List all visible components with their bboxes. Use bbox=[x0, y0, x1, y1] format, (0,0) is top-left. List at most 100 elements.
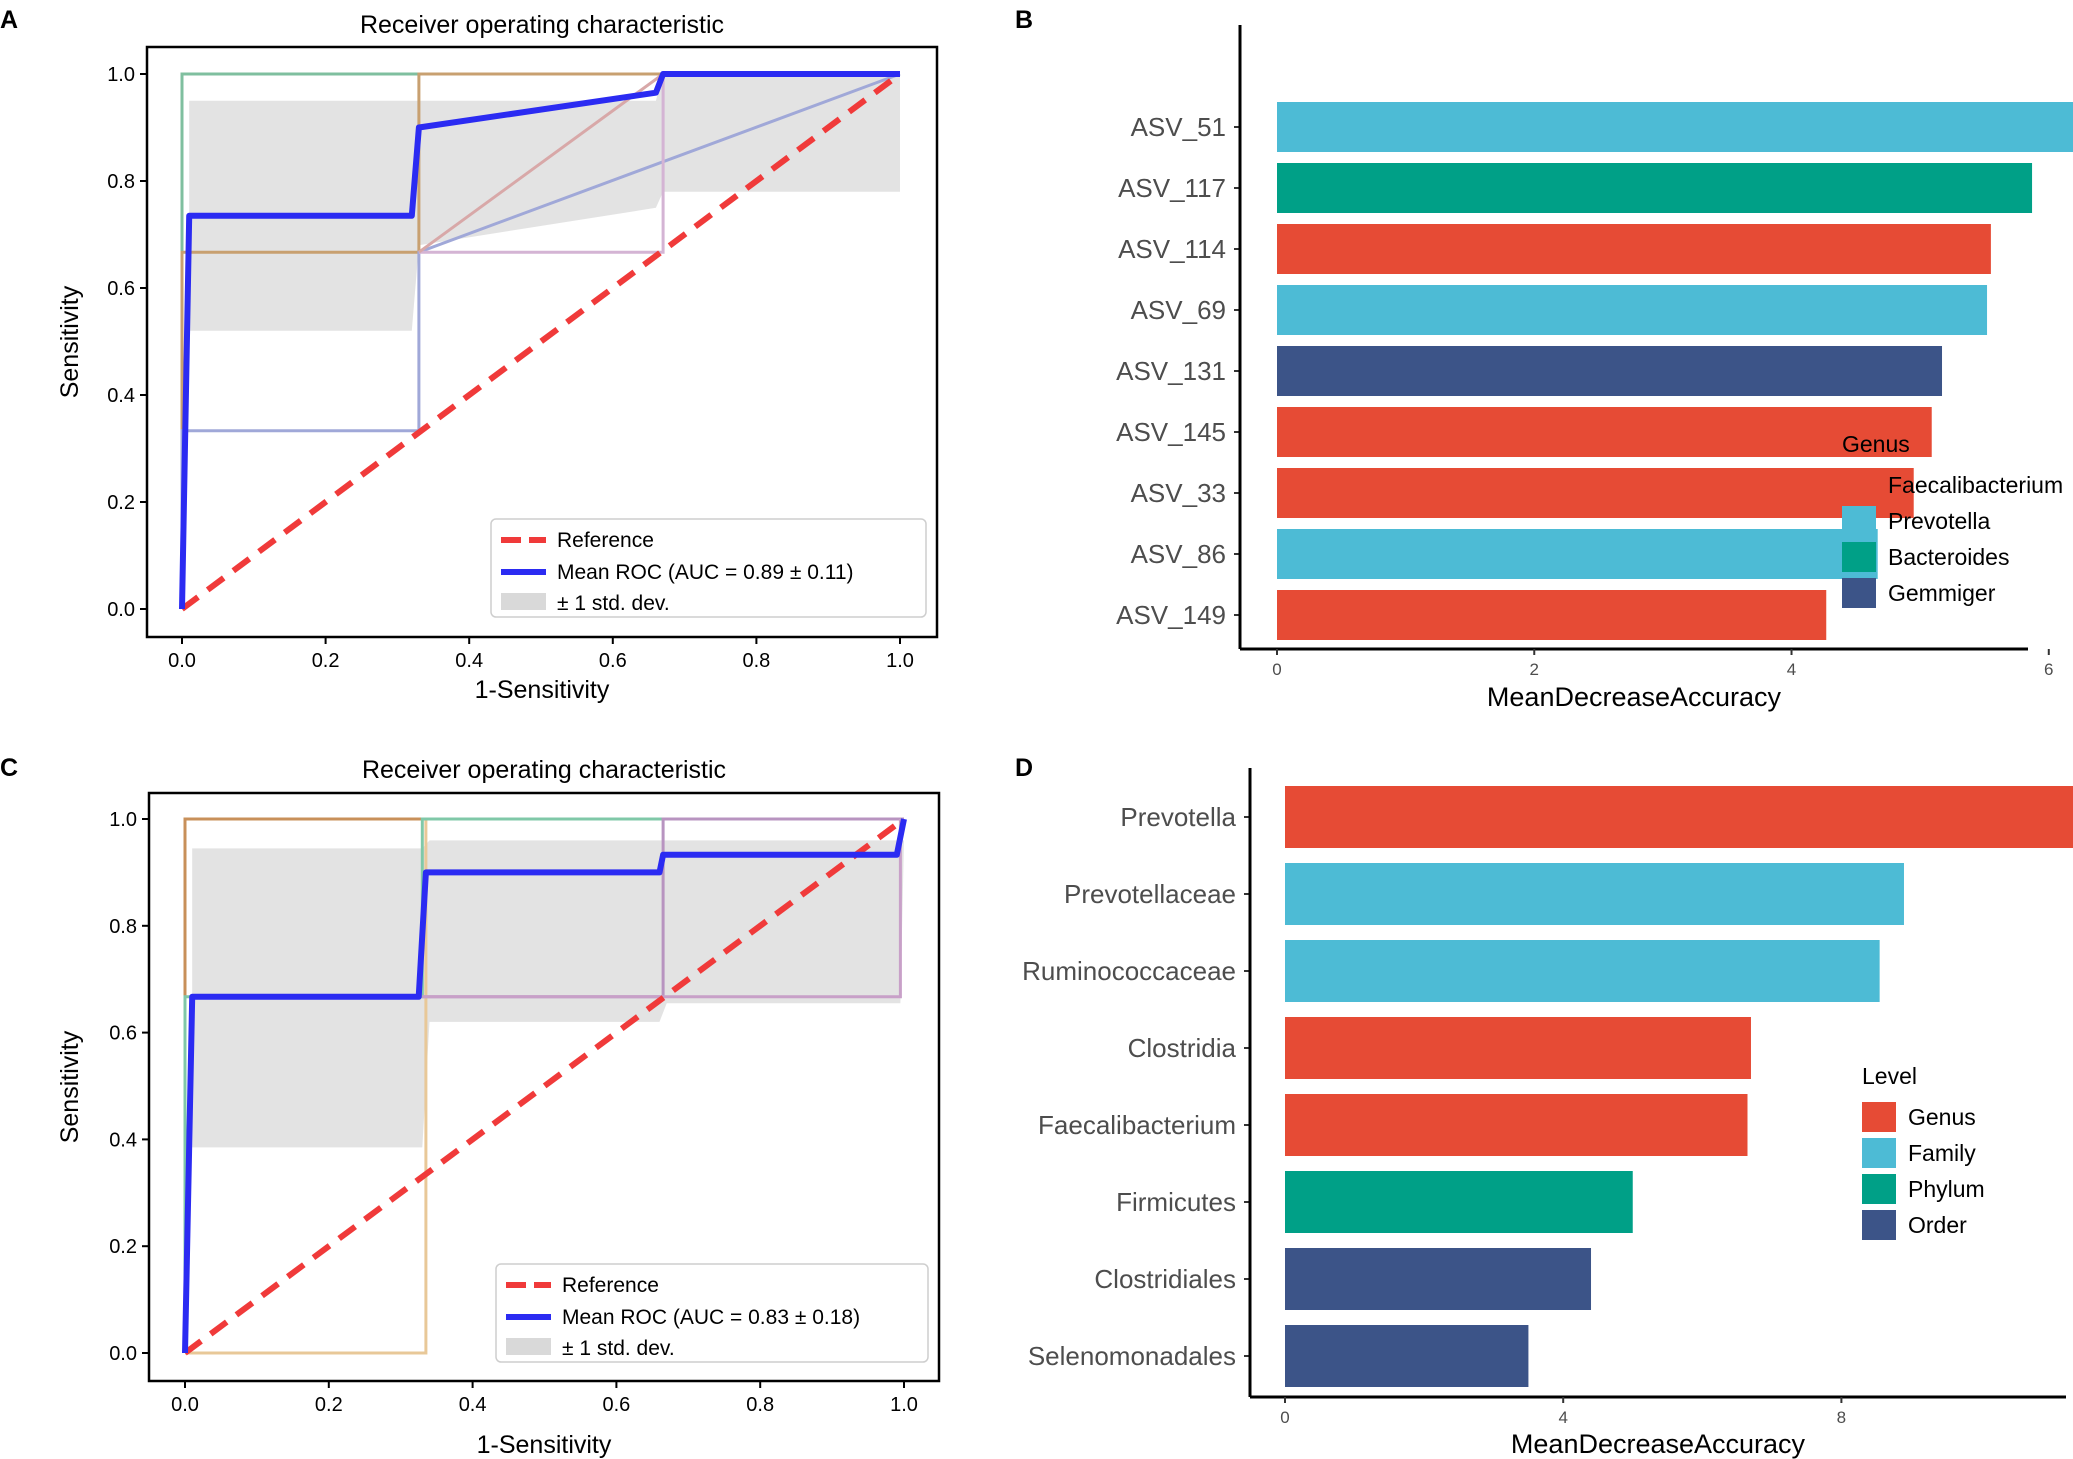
x-tick-label: 0.2 bbox=[315, 1394, 343, 1416]
category-label: ASV_51 bbox=[1131, 112, 1226, 142]
legend-swatch bbox=[1842, 542, 1876, 572]
x-axis-label: 1-Sensitivity bbox=[477, 1431, 612, 1459]
y-tick-label: 0.2 bbox=[109, 1236, 137, 1258]
x-tick-label: 0.2 bbox=[312, 650, 340, 672]
std-dev-band bbox=[192, 840, 904, 1148]
legend-label: Genus bbox=[1908, 1104, 1976, 1130]
bar bbox=[1277, 529, 1878, 579]
x-tick-label: 0.0 bbox=[168, 650, 196, 672]
x-tick-label: 1.0 bbox=[890, 1394, 918, 1416]
category-label: ASV_131 bbox=[1116, 356, 1226, 386]
legend-std-label: ± 1 std. dev. bbox=[557, 592, 670, 615]
category-label: Prevotella bbox=[1120, 802, 1236, 832]
x-tick-label: 1.0 bbox=[886, 650, 914, 672]
category-label: ASV_149 bbox=[1116, 600, 1226, 630]
y-tick-label: 1.0 bbox=[107, 64, 135, 86]
bar bbox=[1277, 224, 1991, 274]
legend-label: Phylum bbox=[1908, 1176, 1985, 1202]
category-label: ASV_69 bbox=[1131, 295, 1226, 325]
y-axis-label: Sensitivity bbox=[56, 1030, 84, 1143]
legend-title: Level bbox=[1862, 1063, 1917, 1089]
legend-std-swatch bbox=[506, 1338, 551, 1355]
x-tick-label: 4 bbox=[1787, 660, 1796, 679]
category-label: Prevotellaceae bbox=[1064, 879, 1236, 909]
bar bbox=[1277, 285, 1988, 335]
x-tick-label: 0.6 bbox=[599, 650, 627, 672]
category-label: Selenomonadales bbox=[1028, 1341, 1236, 1371]
bar bbox=[1277, 590, 1827, 640]
x-tick-label: 0.6 bbox=[602, 1394, 630, 1416]
x-tick-label: 0.0 bbox=[171, 1394, 199, 1416]
roc-chart-c: Receiver operating characteristic 0.0 0.0 0… bbox=[56, 756, 941, 1459]
y-tick-label: 0.8 bbox=[109, 916, 137, 938]
x-tick-label: 8 bbox=[1837, 1408, 1846, 1427]
x-axis-label: MeanDecreaseAccuracy bbox=[1511, 1429, 1806, 1459]
importance-chart-b: ASV_51 ASV_117 ASV_114 ASV_69 ASV_131 ASV_145… bbox=[1116, 25, 2073, 712]
x-tick-label: 4 bbox=[1558, 1408, 1567, 1427]
panel-label-a: A bbox=[0, 6, 18, 34]
x-tick-label: 2 bbox=[1530, 660, 1539, 679]
legend-swatch bbox=[1862, 1138, 1896, 1168]
legend-swatch bbox=[1842, 578, 1876, 608]
legend-reference-label: Reference bbox=[562, 1274, 659, 1297]
panel-label-c: C bbox=[0, 754, 18, 782]
legend-label: Order bbox=[1908, 1212, 1967, 1238]
bar bbox=[1277, 346, 1943, 396]
legend-box bbox=[490, 518, 927, 618]
panel-label-d: D bbox=[1015, 754, 1033, 782]
x-tick-label: 0.4 bbox=[455, 650, 483, 672]
chart-title: Receiver operating characteristic bbox=[360, 11, 724, 39]
bar bbox=[1285, 786, 2073, 848]
reference-line bbox=[183, 816, 906, 1356]
x-axis-label: 1-Sensitivity bbox=[475, 676, 610, 704]
bar bbox=[1277, 407, 1932, 457]
legend-swatch bbox=[1862, 1210, 1896, 1240]
y-tick-label: 0.8 bbox=[107, 171, 135, 193]
category-label: ASV_117 bbox=[1118, 173, 1226, 203]
legend-swatch bbox=[1842, 506, 1876, 536]
bar bbox=[1277, 163, 2033, 213]
legend-std-swatch bbox=[501, 593, 546, 610]
category-label: Faecalibacterium bbox=[1038, 1110, 1236, 1140]
panel-label-b: B bbox=[1015, 6, 1033, 34]
category-label: Firmicutes bbox=[1116, 1187, 1236, 1217]
legend-mean-roc-label: Mean ROC (AUC = 0.83 ± 0.18) bbox=[562, 1306, 860, 1329]
category-label: ASV_33 bbox=[1131, 478, 1226, 508]
x-tick-label: 6 bbox=[2044, 660, 2053, 679]
category-label: ASV_86 bbox=[1131, 539, 1226, 569]
category-label: ASV_145 bbox=[1116, 417, 1226, 447]
mean-roc-line bbox=[182, 818, 907, 1354]
bar bbox=[1285, 1171, 1633, 1233]
fold-roc-line-5 bbox=[422, 819, 902, 999]
bar bbox=[1285, 863, 1904, 925]
x-tick-label: 0 bbox=[1272, 660, 1281, 679]
y-tick-label: 0.4 bbox=[107, 385, 135, 407]
x-tick-label: 0.8 bbox=[746, 1394, 774, 1416]
bar bbox=[1285, 1017, 1751, 1079]
bar bbox=[1277, 468, 1914, 518]
mean-roc-line bbox=[179, 71, 900, 610]
roc-chart-a: Receiver operating characteristic 0.0 0.0 0… bbox=[56, 11, 939, 704]
y-tick-label: 0.0 bbox=[107, 599, 135, 621]
bar bbox=[1285, 940, 1880, 1002]
legend-label: Bacteroides bbox=[1888, 544, 2009, 570]
legend-label: Prevotella bbox=[1888, 508, 1990, 534]
legend-label: Gemmiger bbox=[1888, 580, 1996, 606]
category-label: Clostridia bbox=[1128, 1033, 1237, 1063]
x-tick-label: 0.4 bbox=[459, 1394, 487, 1416]
legend-std-label: ± 1 std. dev. bbox=[562, 1337, 675, 1360]
legend-label: Family bbox=[1908, 1140, 1976, 1166]
std-dev-band bbox=[189, 74, 900, 331]
legend-box bbox=[495, 1263, 929, 1363]
y-tick-label: 1.0 bbox=[109, 809, 137, 831]
x-axis-label: MeanDecreaseAccuracy bbox=[1487, 682, 1782, 712]
plot-frame bbox=[145, 45, 939, 639]
y-tick-label: 0.4 bbox=[109, 1129, 137, 1151]
legend-label: Faecalibacterium bbox=[1888, 472, 2063, 498]
bar bbox=[1285, 1248, 1592, 1310]
chart-title: Receiver operating characteristic bbox=[362, 756, 726, 784]
x-tick-label: 0 bbox=[1280, 1408, 1289, 1427]
bar bbox=[1277, 102, 2073, 152]
legend-swatch bbox=[1842, 470, 1876, 500]
plot-frame bbox=[147, 791, 941, 1383]
